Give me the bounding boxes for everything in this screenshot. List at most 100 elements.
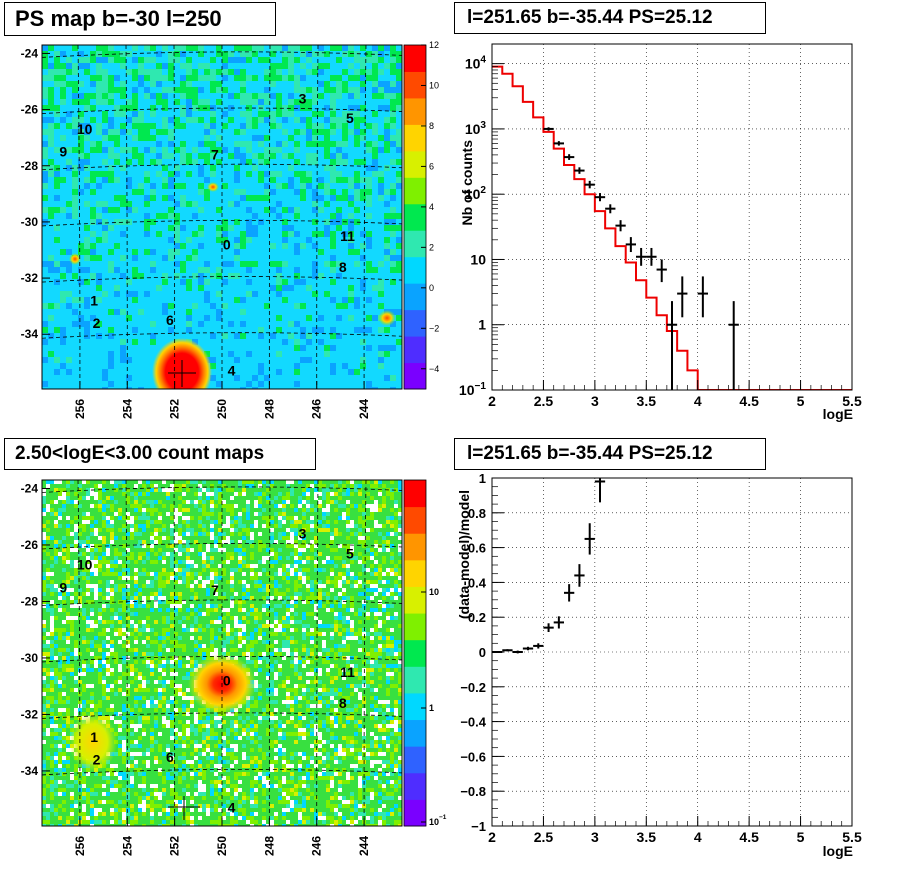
x-tick-label: 5 [797, 393, 805, 409]
count-map-target-cross [168, 796, 200, 820]
x-tick-label: 244 [357, 836, 371, 856]
point-source-label: 9 [59, 579, 67, 595]
residual-data-point [584, 523, 595, 555]
colorbar-tick-label: 1 [429, 703, 434, 713]
point-source-label: 2 [93, 315, 101, 331]
longitude-grid-line [268, 480, 271, 826]
point-source-label: 10 [77, 121, 93, 137]
point-source-label: 0 [223, 673, 231, 689]
counts-data-point [636, 247, 647, 266]
residual-grid [491, 477, 853, 827]
residual-data-point [574, 564, 585, 587]
counts-data-point [697, 276, 708, 318]
x-tick-label: 246 [310, 836, 324, 856]
point-source-label: 5 [346, 110, 354, 126]
x-tick-label: 3.5 [637, 829, 657, 845]
point-source-label: 9 [59, 144, 67, 160]
point-source-label: 3 [299, 526, 307, 542]
x-tick-label: 244 [357, 399, 371, 419]
counts-spectrum-title: l=251.65 b=-35.44 PS=25.12 [454, 2, 766, 34]
count-map-panel: 256 254 252 250 248 246 244-24-26-28-30-32-34 … [21, 479, 447, 856]
x-tick-label: 4.5 [739, 393, 759, 409]
y-tick-label: 0.6 [468, 541, 486, 556]
x-tick-label: 256 [73, 399, 87, 419]
x-tick-label: 5.5 [842, 393, 862, 409]
x-tick-label: 252 [168, 836, 182, 856]
colorbar-tick-label: −4 [429, 364, 439, 374]
y-tick-label: -24 [21, 46, 39, 60]
model-step-line [492, 65, 852, 390]
y-tick-label: 1 [478, 317, 486, 333]
counts-data-point [728, 301, 739, 390]
point-source-label: 3 [299, 90, 307, 106]
point-source-label: 11 [340, 664, 355, 680]
colorbar-tick-label: −2 [429, 323, 439, 333]
y-tick-label: 1 [479, 471, 486, 486]
ps-map-colorbar: 12 10 8 6 4 2 0 −2 −4 [403, 40, 439, 390]
counts-data-point [605, 204, 616, 214]
y-tick-label: 103 [465, 120, 487, 137]
ps-map-coord-grid [42, 45, 402, 389]
x-tick-label: 252 [168, 399, 182, 419]
y-tick-label: 0.4 [468, 575, 487, 590]
point-source-label: 6 [166, 312, 174, 328]
y-tick-label: -28 [21, 159, 39, 173]
y-tick-label: -26 [21, 103, 39, 117]
x-tick-label: 3 [591, 393, 599, 409]
y-tick-label: 102 [465, 185, 487, 202]
y-tick-label: -28 [21, 594, 39, 608]
point-source-label: 2 [93, 752, 101, 768]
residual-y-axis-label: (data-model)/model [456, 490, 472, 619]
ps-map-pixels [42, 45, 402, 389]
longitude-grid-line [77, 45, 81, 389]
longitude-grid-line [268, 45, 271, 389]
y-tick-label: 104 [465, 55, 487, 72]
ps-map-panel: 256 254 252 250 248 246 244-24-26-28-30-32-34 … [21, 40, 440, 419]
point-source-label: 11 [340, 228, 355, 244]
x-tick-label: 2.5 [534, 829, 554, 845]
counts-spectrum-frame [491, 43, 853, 391]
residual-data-point [564, 584, 575, 602]
x-tick-label: 4 [694, 829, 702, 845]
y-tick-label: -32 [21, 271, 39, 285]
y-tick-label: −0.8 [460, 784, 486, 799]
counts-data-point [584, 180, 595, 189]
y-tick-label: 10 [470, 251, 486, 267]
longitude-grid-line [316, 45, 319, 389]
colorbar-tick-label: 10−1 [429, 814, 447, 827]
y-tick-label: −0.6 [460, 749, 486, 764]
point-source-label: 0 [223, 236, 231, 252]
count-map-coord-grid [42, 480, 402, 826]
point-source-label: 5 [346, 545, 354, 561]
counts-data-point [656, 259, 667, 283]
longitude-grid-line [125, 45, 128, 389]
counts-data-point [625, 237, 636, 253]
x-tick-label: 4.5 [739, 829, 759, 845]
point-source-label: 8 [339, 259, 347, 275]
x-tick-label: 246 [310, 399, 324, 419]
residual-data-point [522, 646, 534, 651]
y-tick-label: −0.2 [460, 680, 486, 695]
point-source-label: 7 [211, 147, 219, 163]
x-tick-label: 4 [694, 393, 702, 409]
residual-data-point [594, 478, 606, 503]
longitude-grid-line [363, 480, 367, 826]
x-tick-label: 254 [120, 836, 134, 856]
residual-panel: 2 2.5 3 3.5 4 4.5 5 5.5 1 0.8 0.6 0.4 0.2 0 −0.2 −0.4 −0… [456, 471, 862, 859]
point-source-label: 8 [339, 695, 347, 711]
residual-data-point [512, 650, 523, 654]
y-tick-label: -32 [21, 707, 39, 721]
y-tick-label: -34 [21, 327, 39, 341]
longitude-grid-line [173, 45, 176, 389]
y-tick-label: 0 [479, 645, 486, 660]
count-map-pixels [42, 480, 402, 826]
colorbar-tick-label: 10 [429, 587, 439, 597]
residual-data-point [553, 616, 564, 629]
counts-data-point [677, 276, 688, 318]
x-tick-label: 2.5 [534, 393, 554, 409]
residual-x-axis-label: logE [823, 843, 853, 859]
point-source-label: 7 [211, 582, 219, 598]
residual-data-points [492, 478, 606, 654]
point-source-label: 4 [228, 363, 236, 379]
